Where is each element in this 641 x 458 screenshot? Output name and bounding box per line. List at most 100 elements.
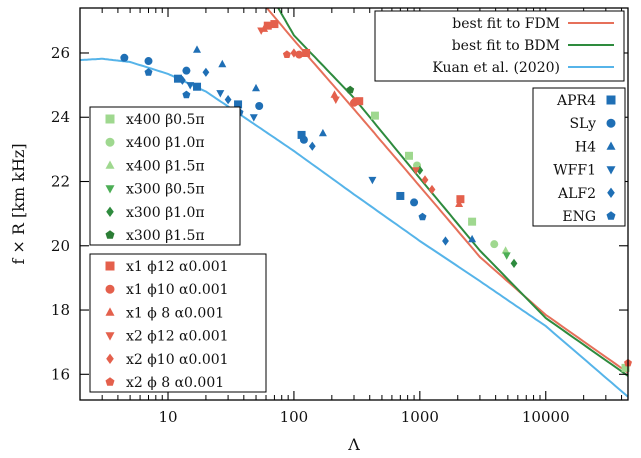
legend-entry-x300-0-5: x300 β0.5π (126, 182, 205, 198)
point-x1-12-0-001 (302, 48, 311, 57)
data-points (120, 20, 632, 372)
legend-marker-x1-10-0-001 (105, 284, 115, 294)
point-h4 (318, 128, 327, 137)
legend-marker-x1-12-0-001 (105, 261, 115, 271)
legend-marker-x2-8-0-001 (105, 377, 115, 386)
point-sly (182, 66, 191, 75)
legend-entry-x1-12-0-001: x1 ϕ12 α0.001 (126, 259, 229, 275)
legend-green-box (89, 106, 241, 246)
legend-entry-wff1: WFF1 (553, 163, 596, 179)
legend-marker-wff1 (606, 166, 616, 175)
point-wff1 (216, 90, 225, 98)
legend-fits: best fit to FDM best fit to BDM Kuan et al… (374, 10, 625, 82)
point-x2-12-0-001 (411, 167, 420, 175)
point-apr4 (193, 82, 202, 91)
point-eng (418, 212, 427, 221)
legend-entry-x400-0-5: x400 β0.5π (126, 112, 205, 128)
legend-red-box (89, 253, 267, 393)
point-x400-0-5 (404, 151, 413, 160)
point-x1-12-0-001 (456, 195, 465, 204)
legend-entry-h4: H4 (575, 139, 596, 155)
legend-entry-x1-8-0-001: x1 ϕ 8 α0.001 (126, 305, 224, 321)
point-apr4 (173, 74, 182, 83)
y-tick-label: 16 (51, 365, 70, 383)
point-x1-8-0-001 (455, 199, 464, 207)
point-x2-10-0-001 (350, 96, 358, 106)
point-wff1 (368, 176, 377, 185)
x-tick-label: 10000 (522, 408, 570, 426)
axis-ticks: 10 100 1000 10000 16 18 20 22 24 26 (51, 8, 628, 426)
legend-marker-h4 (606, 141, 616, 150)
y-tick-label: 18 (51, 301, 70, 319)
point-h4 (252, 83, 260, 92)
legend-marker-x2-12-0-001 (105, 332, 115, 341)
point-alf2 (308, 141, 316, 151)
point-x400-0-5 (370, 111, 379, 120)
point-x300-1-0 (510, 258, 518, 268)
point-sly (410, 198, 419, 207)
y-tick-label: 22 (51, 173, 70, 191)
x-tick-label: 1000 (401, 408, 439, 426)
point-apr4 (297, 130, 306, 139)
legend-marker-x2-10-0-001 (106, 353, 114, 364)
y-axis-label: f × R [km kHz] (9, 143, 28, 264)
point-alf2 (442, 236, 449, 246)
legend-marker-sly (606, 118, 616, 128)
point-apr4 (234, 100, 243, 109)
legend-entry-x2-8-0-001: x2 ϕ 8 α0.001 (126, 375, 224, 391)
point-x300-0-5 (502, 252, 511, 260)
legend-entry-eng: ENG (562, 209, 596, 225)
legend-marker-x300-0-5 (105, 185, 115, 194)
x-tick-label: 100 (280, 408, 309, 426)
legend-marker-x1-8-0-001 (105, 307, 115, 316)
point-x1-12-0-001 (270, 20, 279, 29)
point-x400-1-5 (501, 246, 510, 254)
point-sly (144, 57, 153, 66)
point-apr4 (396, 191, 405, 200)
y-tick-label: 20 (51, 237, 70, 255)
point-x400-0-5 (621, 363, 630, 372)
legend-marker-x300-1-0 (106, 206, 114, 217)
point-x2-10-0-001 (428, 184, 436, 195)
point-x1-10-0-001 (295, 50, 304, 59)
point-x2-10-0-001 (421, 175, 429, 185)
point-alf2 (224, 95, 232, 105)
point-alf2 (202, 67, 210, 77)
fit-line-best-fit-to-fdm (265, 8, 628, 374)
legend-entry-x400-1-5: x400 β1.5π (126, 158, 205, 174)
legend-entry-x2-12-0-001: x2 ϕ12 α0.001 (126, 329, 229, 345)
legend-marker-x400-1-0 (105, 137, 115, 147)
point-x2-12-0-001 (331, 96, 340, 104)
fit-line-best-fit-to-bdm (277, 8, 628, 377)
point-sly (120, 53, 129, 62)
y-tick-label: 24 (51, 108, 70, 126)
legend-marker-eng (606, 211, 616, 220)
point-x2-10-0-001 (290, 48, 298, 58)
legend-entry-x300-1-0: x300 β1.0π (126, 205, 205, 221)
legend-green-runs: x400 β0.5π x400 β1.0π x400 β1.5π x300 β0.5π… (89, 106, 241, 246)
point-x1-12-0-001 (355, 97, 364, 106)
legend-entry-x400-1-0: x400 β1.0π (126, 135, 205, 151)
point-x1-8-0-001 (330, 90, 339, 98)
legend-marker-alf2 (607, 187, 615, 198)
point-x2-12-0-001 (257, 27, 266, 35)
legend-entry-alf2: ALF2 (557, 186, 596, 202)
x-axis-label: Λ (347, 435, 360, 454)
point-x400-0-5 (468, 217, 477, 226)
point-sly (255, 102, 264, 110)
legend-entry-best-fit-to-bdm: best fit to BDM (452, 38, 560, 54)
point-x400-1-0 (490, 240, 499, 249)
legend-entry-x2-10-0-001: x2 ϕ10 α0.001 (126, 352, 229, 368)
point-h4 (193, 45, 201, 53)
legend-marker-x300-1-5 (105, 230, 115, 239)
x-tick-label: 10 (158, 408, 177, 426)
point-h4 (218, 59, 227, 68)
point-h4 (468, 234, 477, 243)
point-x300-1-5 (346, 85, 355, 94)
point-eng (182, 90, 191, 99)
point-alf2 (179, 75, 186, 85)
legend-red-runs: x1 ϕ12 α0.001 x1 ϕ10 α0.001 x1 ϕ 8 α0.001 x… (89, 253, 267, 393)
legend-marker-apr4 (606, 95, 616, 105)
legend-eos-box (532, 87, 626, 227)
